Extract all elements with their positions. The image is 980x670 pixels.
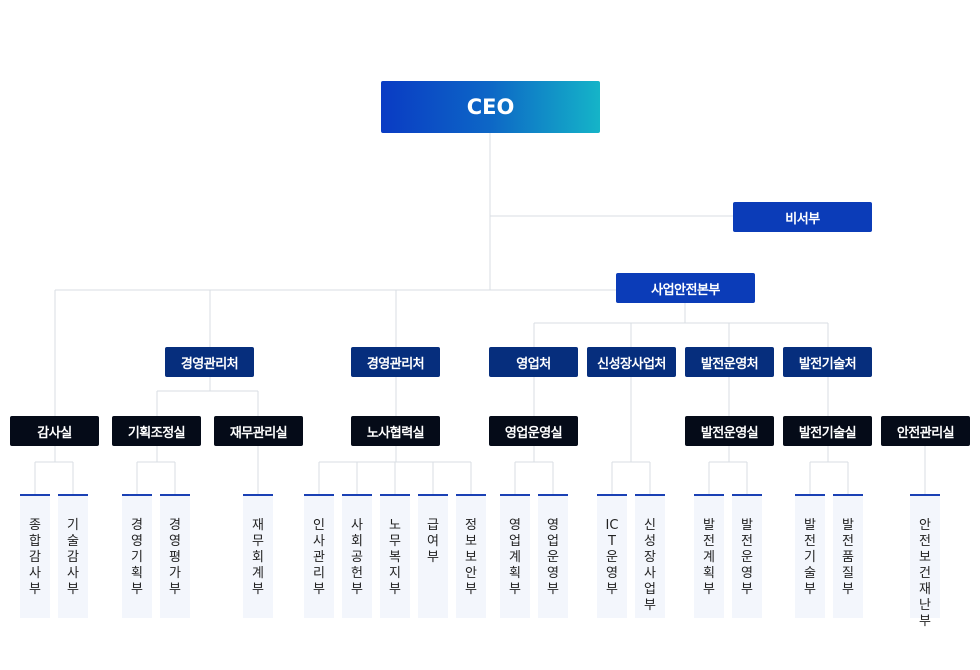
department-box: 안전보건재난부 — [910, 494, 940, 629]
department-label: 사회공헌부 — [351, 518, 363, 597]
department-box: 신성장사업부 — [635, 494, 665, 618]
office-plant-tech: 발전기술실 — [783, 416, 872, 446]
division-mgmt-2: 경영관리처 — [351, 347, 440, 377]
business-safety-box: 사업안전본부 — [616, 273, 755, 303]
department-label: 경영평가부 — [169, 518, 181, 597]
department-box: 발전기술부 — [795, 494, 825, 618]
secretary-box: 비서부 — [733, 202, 872, 232]
department-label: 안전보건재난부 — [919, 518, 931, 629]
department-label: 인사관리부 — [313, 518, 325, 597]
department-label: 발전운영부 — [741, 518, 753, 597]
office-planning: 기획조정실 — [112, 416, 201, 446]
department-label: 종합감사부 — [29, 518, 41, 597]
department-box: 경영기획부 — [122, 494, 152, 618]
division-mgmt-1: 경영관리처 — [165, 347, 254, 377]
department-label: 영업운영부 — [547, 518, 559, 597]
division-new-biz: 신성장사업처 — [587, 347, 676, 377]
department-box: ICT운영부 — [597, 494, 627, 618]
department-box: 종합감사부 — [20, 494, 50, 618]
department-label: 발전품질부 — [842, 518, 854, 597]
department-box: 발전계획부 — [694, 494, 724, 618]
department-label: 영업계획부 — [509, 518, 521, 597]
department-label: 정보보안부 — [465, 518, 477, 597]
office-labor: 노사협력실 — [351, 416, 440, 446]
office-safety: 안전관리실 — [881, 416, 970, 446]
department-box: 경영평가부 — [160, 494, 190, 618]
division-plant-tech: 발전기술처 — [783, 347, 872, 377]
office-sales-ops: 영업운영실 — [489, 416, 578, 446]
department-box: 정보보안부 — [456, 494, 486, 618]
division-sales: 영업처 — [489, 347, 578, 377]
office-audit: 감사실 — [10, 416, 99, 446]
department-label: 재무회계부 — [252, 518, 264, 597]
department-label: 노무복지부 — [389, 518, 401, 597]
department-box: 기술감사부 — [58, 494, 88, 618]
department-box: 노무복지부 — [380, 494, 410, 618]
department-box: 발전운영부 — [732, 494, 762, 618]
department-label: 신성장사업부 — [644, 518, 656, 613]
ceo-box: CEO — [381, 81, 600, 133]
department-box: 영업계획부 — [500, 494, 530, 618]
department-label: 발전기술부 — [804, 518, 816, 597]
department-box: 재무회계부 — [243, 494, 273, 618]
department-label: 발전계획부 — [703, 518, 715, 597]
department-box: 급여부 — [418, 494, 448, 618]
department-box: 영업운영부 — [538, 494, 568, 618]
office-finance: 재무관리실 — [214, 416, 303, 446]
department-label: 기술감사부 — [67, 518, 79, 597]
department-label: 급여부 — [427, 518, 439, 565]
department-box: 발전품질부 — [833, 494, 863, 618]
department-box: 사회공헌부 — [342, 494, 372, 618]
office-plant-ops: 발전운영실 — [685, 416, 774, 446]
department-label: ICT운영부 — [605, 518, 619, 597]
department-box: 인사관리부 — [304, 494, 334, 618]
department-label: 경영기획부 — [131, 518, 143, 597]
division-plant-ops: 발전운영처 — [685, 347, 774, 377]
